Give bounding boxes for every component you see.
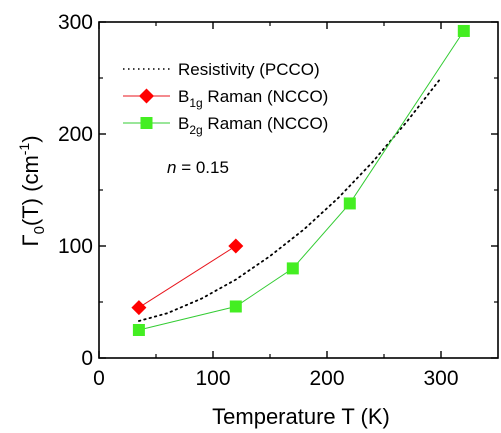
legend-label-b2g-sub: 2g [189, 123, 202, 137]
tick-labels: 0 100 200 300 0 100 200 300 [58, 11, 459, 390]
y-axis-title-sup: -1 [16, 143, 32, 156]
y-axis-title-sub: 0 [31, 226, 48, 234]
series-b1g [131, 238, 244, 316]
x-tick-label: 300 [423, 367, 458, 390]
legend-label-b2g-base: B [178, 114, 189, 133]
legend-swatch-b1g-marker [139, 88, 154, 104]
legend-label-b2g: B2g Raman (NCCO) [178, 114, 328, 137]
legend-label-b2g-rest: Raman (NCCO) [203, 114, 329, 133]
annotation-n-italic: n [167, 158, 176, 177]
y-axis-title-mid: (T) (cm [18, 155, 43, 226]
legend: Resistivity (PCCO) B1g Raman (NCCO) B2g … [123, 60, 328, 137]
legend-label-resistivity: Resistivity (PCCO) [178, 60, 320, 79]
legend-label-b1g: B1g Raman (NCCO) [178, 87, 328, 110]
resistivity-line [138, 77, 442, 322]
b2g-point [343, 197, 356, 210]
b2g-point [286, 262, 299, 275]
y-tick-label: 0 [81, 347, 93, 370]
x-tick-label: 100 [195, 367, 230, 390]
annotation-n-value: = 0.15 [176, 158, 228, 177]
y-tick-label: 200 [58, 123, 93, 146]
axis-ticks [98, 21, 498, 359]
legend-swatch-b2g-marker [140, 117, 153, 129]
x-axis-title: Temperature T (K) [212, 404, 390, 429]
b1g-point [131, 300, 147, 316]
b2g-point [132, 324, 145, 336]
series-group [131, 24, 470, 336]
y-axis-title: Γ0(T) (cm-1) [16, 135, 48, 246]
legend-label-b1g-base: B [178, 87, 189, 106]
annotation-n: n = 0.15 [167, 158, 229, 177]
b2g-point [457, 24, 470, 37]
y-axis-title-base: Γ [18, 234, 43, 246]
b1g-line [138, 245, 237, 309]
x-tick-label: 0 [93, 367, 105, 390]
x-tick-label: 200 [309, 367, 344, 390]
series-resistivity [138, 77, 442, 322]
legend-label-b1g-sub: 1g [189, 96, 202, 110]
series-b2g [132, 24, 470, 336]
y-tick-label: 300 [58, 11, 93, 34]
b2g-point [229, 300, 242, 313]
y-axis-title-end: ) [18, 135, 43, 142]
legend-label-b1g-rest: Raman (NCCO) [203, 87, 329, 106]
y-tick-label: 100 [58, 235, 93, 258]
b1g-point [228, 238, 244, 254]
